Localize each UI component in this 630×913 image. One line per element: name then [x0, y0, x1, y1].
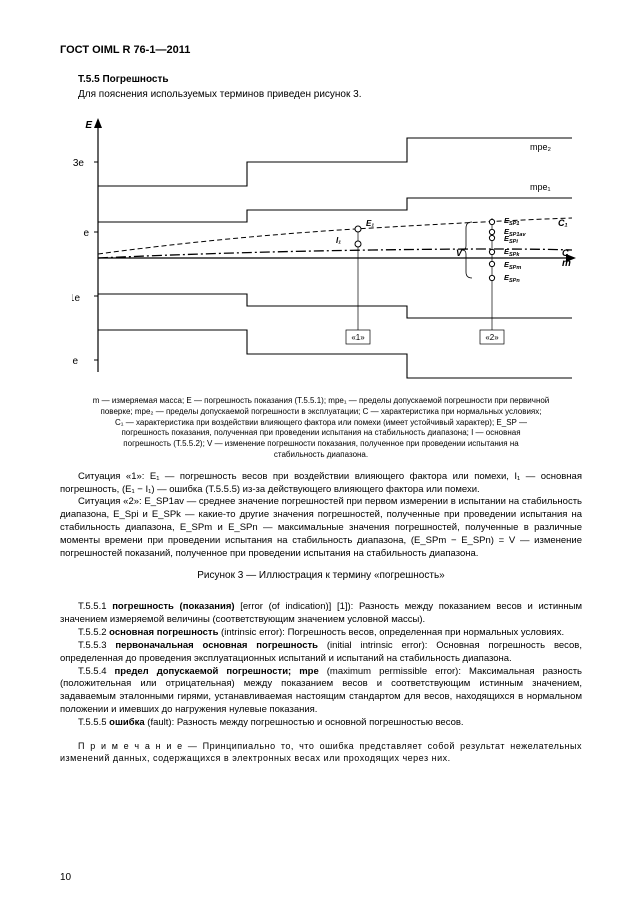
- def-5-5-5: Т.5.5.5 ошибка (fault): Разность между п…: [60, 717, 582, 730]
- situations-block: Ситуация «1»: E₁ — погрешность весов при…: [60, 471, 582, 561]
- def-5-5-3: Т.5.5.3 первоначальная основная погрешно…: [60, 640, 582, 666]
- legend-l6: стабильность диапазона.: [274, 450, 368, 459]
- svg-text:V: V: [456, 248, 463, 258]
- situation-2: Ситуация «2»: E_SP1av — среднее значение…: [60, 496, 582, 560]
- svg-text:mpe₁: mpe₁: [530, 182, 551, 192]
- svg-text:-3e: -3e: [72, 356, 78, 367]
- figure-caption: Рисунок 3 — Иллюстрация к термину «погре…: [60, 570, 582, 581]
- svg-text:e: e: [83, 228, 89, 239]
- svg-text:ESPm: ESPm: [504, 260, 521, 271]
- page-number: 10: [60, 872, 71, 883]
- document-header: ГОСТ OIML R 76-1—2011: [60, 44, 582, 56]
- svg-text:C₁: C₁: [558, 218, 568, 228]
- svg-text:ESPn: ESPn: [504, 273, 520, 284]
- note: П р и м е ч а н и е — Принципиально то, …: [60, 740, 582, 764]
- legend-l2: поверке; mpe₂ — пределы допускаемой погр…: [101, 407, 542, 416]
- svg-text:«2»: «2»: [485, 333, 499, 342]
- svg-text:C: C: [562, 248, 569, 258]
- svg-text:E₁: E₁: [366, 219, 374, 228]
- figure-legend: m — измеряемая масса; E — погрешность по…: [60, 396, 582, 471]
- legend-l4: погрешность показания, полученная при пр…: [121, 428, 520, 437]
- def-5-5-4: Т.5.5.4 предел допускаемой погрешности; …: [60, 666, 582, 717]
- legend-l1: m — измеряемая масса; E — погрешность по…: [93, 396, 550, 405]
- def-5-5-1: Т.5.5.1 погрешность (показания) [error (…: [60, 601, 582, 627]
- svg-text:3e: 3e: [73, 158, 85, 169]
- svg-text:I₁: I₁: [336, 236, 341, 245]
- section-intro: Для пояснения используемых терминов прив…: [60, 89, 582, 100]
- svg-text:E: E: [85, 120, 92, 131]
- def-5-5-2: Т.5.5.2 основная погрешность (intrinsic …: [60, 627, 582, 640]
- definitions-block: Т.5.5.1 погрешность (показания) [error (…: [60, 601, 582, 729]
- legend-l5: погрешность (Т.5.5.2); V — изменение пог…: [123, 439, 518, 448]
- section-number: Т.5.5 Погрешность: [60, 74, 582, 85]
- figure-3-diagram: E3ee-1e-3empe₂mpe₁C₁Cm«1»E₁I₁«2»ESP1ESP1…: [72, 108, 582, 386]
- situation-1: Ситуация «1»: E₁ — погрешность весов при…: [60, 471, 582, 497]
- svg-text:mpe₂: mpe₂: [530, 142, 552, 152]
- legend-l3: C₁ — характеристика при воздействии влия…: [115, 418, 527, 427]
- svg-text:ESP1: ESP1: [504, 216, 519, 227]
- svg-text:m: m: [562, 258, 571, 269]
- svg-text:-1e: -1e: [72, 293, 80, 304]
- svg-text:«1»: «1»: [351, 333, 365, 342]
